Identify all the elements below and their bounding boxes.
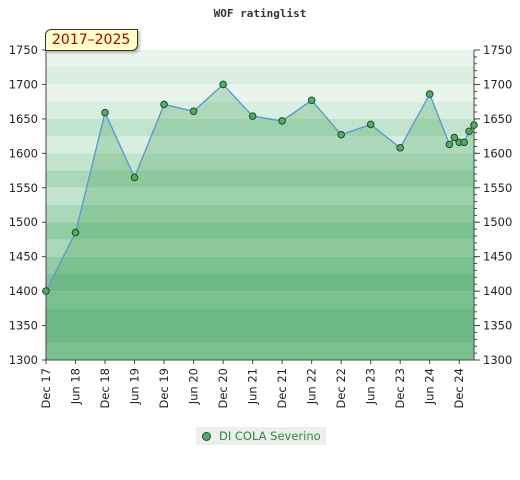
data-point	[278, 117, 286, 125]
series-area-fill	[46, 84, 474, 360]
y-tick-label-left: 1750	[9, 43, 38, 57]
y-tick-label-left: 1350	[9, 319, 38, 333]
x-tick-label: Dec 18	[98, 368, 112, 409]
legend[interactable]: DI COLA Severino	[196, 427, 326, 445]
data-point	[101, 108, 109, 117]
x-tick-label: Jun 24	[423, 368, 437, 405]
background-band	[46, 205, 474, 223]
x-tick-label: Dec 21	[275, 368, 289, 409]
y-tick-label-right: 1350	[483, 319, 512, 333]
x-tick-label: Dec 17	[39, 368, 53, 409]
background-band	[46, 342, 474, 360]
data-point	[445, 140, 454, 149]
data-point	[189, 107, 198, 116]
axes-layer: 1300 1300 1350 1350 1400 1400 1450 1450 1500 1500…	[9, 43, 513, 409]
background-band	[46, 239, 474, 257]
legend-label: DI COLA Severino	[219, 429, 321, 443]
y-tick-label-right: 1400	[483, 284, 512, 298]
y-tick-label-left: 1600	[9, 146, 38, 160]
data-point	[460, 138, 468, 147]
y-tick-label-left: 1700	[9, 77, 38, 91]
data-point	[366, 120, 375, 129]
x-tick-label: Jun 22	[305, 368, 319, 405]
data-point	[248, 112, 257, 120]
period-badge: 2017–2025	[45, 29, 139, 51]
background-band	[46, 222, 474, 240]
y-tick-label-right: 1300	[483, 353, 512, 367]
x-tick-label: Jun 18	[69, 368, 83, 405]
background-band	[46, 84, 474, 102]
x-tick-label: Jun 20	[187, 368, 201, 405]
data-point	[219, 80, 227, 89]
background-band	[46, 325, 474, 343]
y-tick-label-left: 1500	[9, 215, 38, 229]
x-tick-label: Dec 20	[216, 368, 230, 409]
y-tick-label-left: 1550	[9, 181, 38, 195]
data-point	[71, 228, 80, 237]
y-tick-label-right: 1700	[483, 77, 512, 91]
y-tick-label-left: 1650	[9, 112, 38, 126]
data-point	[130, 173, 139, 182]
background-band	[46, 308, 474, 326]
data-point	[425, 90, 434, 98]
background-band	[46, 256, 474, 274]
series-points-layer	[42, 80, 478, 295]
background-band	[46, 273, 474, 292]
data-point	[396, 144, 405, 152]
chart-title: WOF ratinglist	[214, 7, 307, 20]
y-tick-label-left: 1300	[9, 353, 38, 367]
x-tick-label: Dec 19	[157, 368, 171, 409]
data-point	[470, 121, 478, 129]
y-tick-label-right: 1600	[483, 146, 512, 160]
legend-marker-icon	[202, 431, 211, 441]
x-tick-label: Dec 22	[334, 368, 348, 409]
y-tick-label-left: 1400	[9, 284, 38, 298]
y-tick-label-right: 1550	[483, 181, 512, 195]
data-point	[307, 96, 316, 105]
area-fill-layer	[46, 84, 474, 360]
x-tick-label: Jun 23	[364, 368, 378, 405]
y-tick-label-right: 1500	[483, 215, 512, 229]
data-point	[160, 100, 168, 109]
background-band	[46, 187, 474, 205]
background-band	[46, 153, 474, 171]
background-band	[46, 136, 474, 154]
background-band	[46, 50, 474, 68]
background-band	[46, 67, 474, 85]
background-bands	[46, 50, 474, 360]
background-band	[46, 291, 474, 309]
x-tick-label: Dec 23	[393, 368, 407, 409]
x-tick-label: Dec 24	[452, 368, 466, 409]
data-point	[450, 133, 459, 142]
background-band	[46, 170, 474, 188]
x-tick-label: Jun 19	[128, 368, 142, 405]
y-tick-label-left: 1450	[9, 250, 38, 264]
background-band	[46, 101, 474, 119]
data-point	[337, 130, 345, 139]
y-tick-label-right: 1450	[483, 250, 512, 264]
y-tick-label-right: 1750	[483, 43, 512, 57]
y-tick-label-right: 1650	[483, 112, 512, 126]
data-point	[42, 287, 50, 295]
data-point	[465, 127, 473, 136]
x-tick-label: Jun 21	[246, 368, 260, 405]
